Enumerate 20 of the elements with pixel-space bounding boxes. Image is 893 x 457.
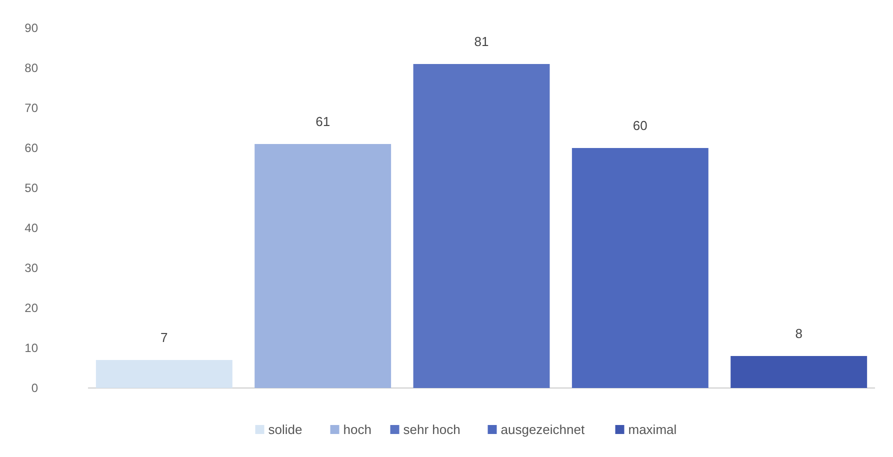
y-tick-label: 80: [24, 61, 38, 76]
legend-label: maximal: [628, 422, 677, 437]
y-tick-label: 20: [24, 301, 38, 316]
legend-label: sehr hoch: [403, 422, 460, 437]
data-label: 8: [795, 326, 802, 341]
y-tick-label: 50: [24, 181, 38, 196]
y-tick-label: 10: [24, 341, 38, 356]
data-label: 81: [474, 34, 489, 49]
y-tick-label: 0: [31, 381, 38, 396]
legend-label: hoch: [343, 422, 372, 437]
data-label: 60: [632, 118, 648, 133]
y-tick-label: 70: [24, 101, 38, 116]
legend-label: solide: [268, 422, 302, 437]
y-tick-label: 40: [24, 221, 38, 236]
legend-label: ausgezeichnet: [500, 422, 585, 437]
data-label: 61: [316, 114, 330, 129]
y-tick-label: 90: [24, 21, 38, 36]
data-label: 7: [160, 330, 168, 345]
y-tick-label: 30: [24, 261, 38, 276]
y-tick-label: 60: [24, 141, 38, 156]
